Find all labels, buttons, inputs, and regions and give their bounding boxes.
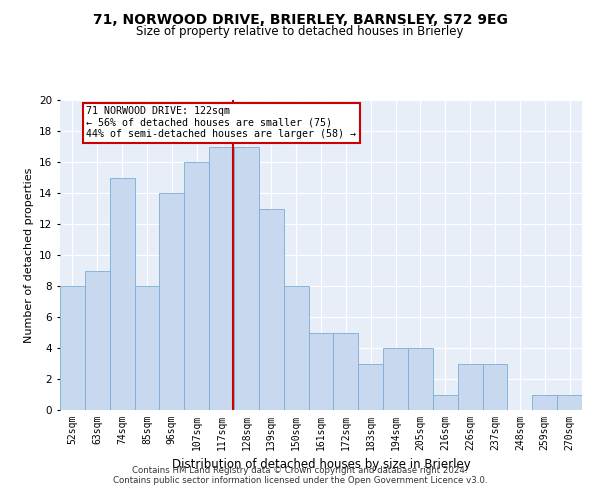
Bar bbox=[160, 193, 184, 410]
Bar bbox=[308, 332, 334, 410]
X-axis label: Distribution of detached houses by size in Brierley: Distribution of detached houses by size … bbox=[172, 458, 470, 471]
Bar bbox=[259, 208, 284, 410]
Bar bbox=[284, 286, 308, 410]
Bar bbox=[209, 146, 234, 410]
Bar bbox=[358, 364, 383, 410]
Bar bbox=[383, 348, 408, 410]
Bar bbox=[110, 178, 134, 410]
Text: 71, NORWOOD DRIVE, BRIERLEY, BARNSLEY, S72 9EG: 71, NORWOOD DRIVE, BRIERLEY, BARNSLEY, S… bbox=[92, 12, 508, 26]
Bar bbox=[408, 348, 433, 410]
Y-axis label: Number of detached properties: Number of detached properties bbox=[23, 168, 34, 342]
Bar bbox=[184, 162, 209, 410]
Bar bbox=[557, 394, 582, 410]
Text: Contains HM Land Registry data © Crown copyright and database right 2024.
Contai: Contains HM Land Registry data © Crown c… bbox=[113, 466, 487, 485]
Bar bbox=[134, 286, 160, 410]
Bar bbox=[334, 332, 358, 410]
Bar bbox=[234, 146, 259, 410]
Bar bbox=[532, 394, 557, 410]
Text: 71 NORWOOD DRIVE: 122sqm
← 56% of detached houses are smaller (75)
44% of semi-d: 71 NORWOOD DRIVE: 122sqm ← 56% of detach… bbox=[86, 106, 356, 140]
Bar bbox=[60, 286, 85, 410]
Bar bbox=[85, 270, 110, 410]
Bar bbox=[482, 364, 508, 410]
Bar bbox=[458, 364, 482, 410]
Bar bbox=[433, 394, 458, 410]
Text: Size of property relative to detached houses in Brierley: Size of property relative to detached ho… bbox=[136, 25, 464, 38]
